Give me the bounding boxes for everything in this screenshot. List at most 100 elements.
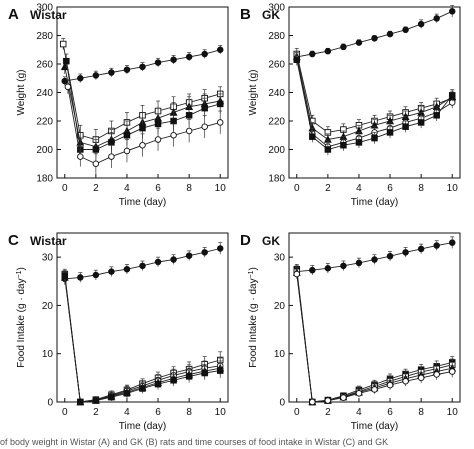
panel-title: GK [262,8,280,22]
y-tick-label: 30 [42,253,54,264]
data-point [216,46,224,54]
y-tick-label: 180 [36,174,53,185]
y-axis-label-end: ) [16,267,27,270]
data-point [448,239,456,246]
x-tick-label: 2 [93,183,99,194]
series-1-filled-circle [61,45,224,86]
x-tick-label: 6 [387,183,393,194]
data-point [108,139,115,146]
data-point [402,26,409,34]
y-axis-label: Food Intake (g · day−1) [248,267,260,368]
data-point [59,40,67,48]
data-point [324,397,332,404]
data-point [77,398,84,406]
x-tick-label: 4 [124,183,130,194]
x-tick-label: 0 [294,407,300,418]
x-tick-label: 2 [325,407,331,418]
x-axis-label: Time (day) [119,421,166,432]
data-point [108,268,115,275]
y-axis-label-end: ) [248,267,259,270]
plot-frame [288,232,461,403]
plot-frame [56,232,229,403]
series-5-open-circle [293,268,456,406]
data-point [185,127,193,135]
data-point [402,377,409,385]
data-point [139,63,146,71]
x-tick-label: 4 [124,407,130,418]
data-point [92,160,100,167]
y-tick-label: 300 [36,3,53,14]
y-tick-label: 200 [36,145,53,156]
data-point [417,374,425,382]
series-5-filled-square [293,53,456,156]
x-tick-label: 8 [186,183,192,194]
data-point [371,386,378,393]
data-point [64,83,72,91]
y-axis-label: Weight (g) [248,70,259,116]
data-point [433,371,440,378]
data-point [77,274,84,281]
data-point [139,385,146,392]
data-point [185,252,193,259]
data-point [293,270,301,278]
panel-title: Wistar [30,234,67,248]
x-tick-label: 6 [155,407,161,418]
data-point [185,53,193,61]
data-point [154,59,162,66]
chart-panel-b: 0 2 4 6 8 10 180 200 220 240 260 280 300 Time (day) We… [240,3,461,208]
x-axis-label: Time (day) [119,197,166,208]
panel-title: GK [262,234,280,248]
x-tick-label: 6 [155,183,161,194]
data-point [92,271,100,279]
x-tick-label: 2 [325,183,331,194]
data-point [324,47,332,55]
data-point [448,92,456,99]
series-1-filled-circle [61,242,224,285]
y-tick-label: 20 [274,301,286,312]
data-point [386,252,394,260]
data-point [185,112,193,119]
data-point [371,256,378,263]
data-point [402,123,409,130]
chart-panel-c: 0 2 4 6 8 10 0 10 20 30 Time (day) Food Intake (g ·… [8,232,229,432]
data-point [139,141,146,149]
data-point [309,398,316,406]
figure-caption: of body weight in Wistar (A) and GK (B) … [0,437,389,447]
y-tick-label: 240 [268,88,285,99]
data-point [371,35,378,42]
y-tick-label: 220 [268,117,285,128]
series-1-filled-circle [293,236,456,278]
y-tick-label: 20 [42,301,54,312]
data-point [92,72,100,79]
x-axis-label: Time (day) [351,421,398,432]
data-point [154,258,162,266]
panel-title: Wistar [30,8,67,22]
y-tick-label: 30 [274,253,286,264]
x-tick-label: 10 [447,407,459,418]
series-5-filled-square [61,270,224,406]
data-point [216,367,224,374]
chart-panel-d: 0 2 4 6 8 10 0 10 20 30 Time (day) Food Intake (g ·… [240,232,461,432]
data-point [77,74,84,82]
data-point [201,104,208,112]
data-point [61,272,69,279]
data-point [417,119,425,126]
y-tick-label: 260 [268,60,285,71]
y-tick-label: 0 [279,398,285,409]
y-tick-label: 280 [36,31,53,42]
data-point [108,153,115,160]
y-axis-label-superscript: −1 [16,270,23,278]
y-axis-label: Food Intake (g · day−1) [16,267,28,368]
y-tick-label: 280 [268,31,285,42]
data-point [340,43,347,51]
x-tick-label: 8 [418,407,424,418]
data-point [324,264,332,272]
x-tick-label: 10 [215,407,227,418]
x-axis-label: Time (day) [351,197,398,208]
plot-frame [288,6,461,179]
panel-letter: B [240,6,251,23]
data-point [355,39,363,46]
data-point [216,119,224,126]
y-tick-label: 10 [42,349,54,360]
data-point [433,242,440,249]
